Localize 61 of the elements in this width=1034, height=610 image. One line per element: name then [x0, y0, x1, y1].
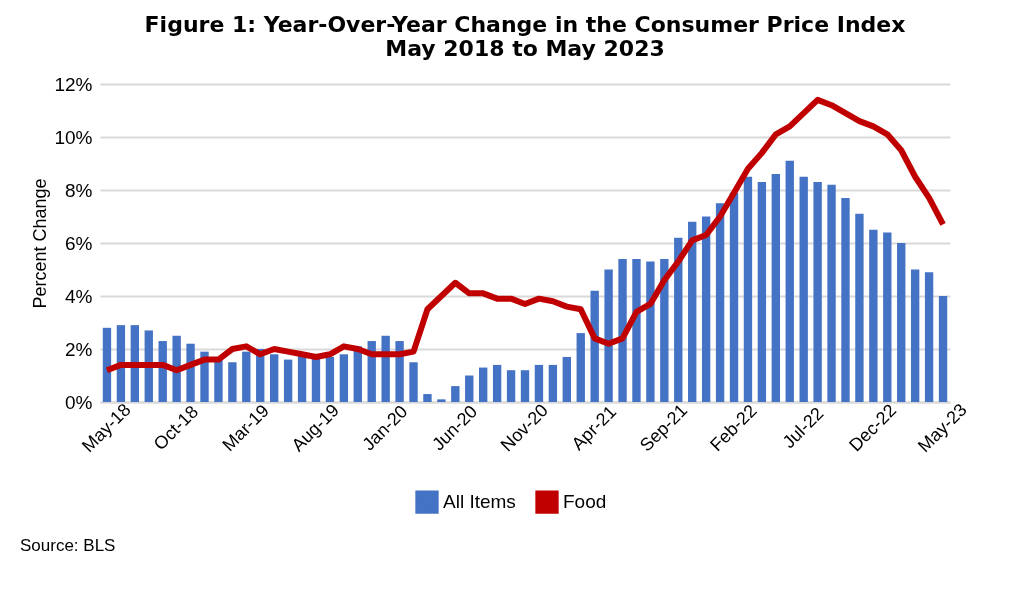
chart-title: Figure 1: Year-Over-Year Change in the Consumer Price Index May 2018 to May 2023 [144, 12, 906, 61]
y-tick-label: 12% [54, 73, 93, 95]
bar [437, 399, 446, 402]
y-tick-label: 4% [65, 285, 93, 307]
bar [534, 364, 544, 402]
bar [813, 182, 822, 402]
bar [841, 197, 850, 402]
bar [409, 362, 418, 402]
bar [701, 216, 711, 402]
bar [855, 213, 864, 402]
bar [743, 176, 753, 402]
bar [604, 269, 613, 402]
bar [590, 290, 599, 402]
bar [757, 182, 767, 402]
bar [576, 333, 585, 402]
bar [520, 370, 530, 402]
bar [869, 229, 878, 402]
bar [479, 367, 488, 402]
y-tick-label: 6% [65, 232, 93, 254]
bar [423, 394, 432, 402]
bar [729, 192, 739, 402]
y-tick-label: 8% [65, 179, 93, 201]
y-tick-label: 2% [65, 338, 93, 360]
bar [492, 364, 502, 402]
bar [632, 258, 641, 402]
bar [883, 232, 892, 402]
y-axis-title: Percent Change [30, 178, 51, 309]
bar [660, 258, 669, 402]
bar [465, 375, 474, 402]
bar [102, 327, 112, 402]
bar [548, 364, 558, 402]
bar [646, 261, 655, 402]
bar [715, 203, 725, 402]
bar [395, 341, 404, 402]
bar [924, 272, 934, 402]
bar [799, 176, 808, 402]
bar [381, 335, 390, 402]
bar [910, 269, 920, 402]
bar [938, 296, 948, 402]
bar [451, 386, 460, 402]
bar [311, 356, 321, 402]
legend-label: All Items [443, 491, 516, 513]
legend-label: Food [563, 491, 607, 513]
bar [270, 354, 279, 402]
bar [688, 221, 697, 402]
y-tick-label: 10% [54, 126, 93, 148]
bar [562, 356, 571, 402]
bar [339, 354, 349, 402]
bar [242, 351, 251, 402]
bar [228, 362, 237, 402]
bar [785, 160, 794, 402]
bar [172, 335, 181, 402]
bar [214, 359, 223, 402]
bar [325, 356, 335, 402]
bar [506, 370, 516, 402]
bar [827, 184, 836, 402]
bar [771, 174, 780, 402]
bar [283, 359, 293, 402]
source-note: Source: BLS [20, 536, 116, 555]
bar [618, 258, 627, 402]
bar [897, 243, 906, 402]
